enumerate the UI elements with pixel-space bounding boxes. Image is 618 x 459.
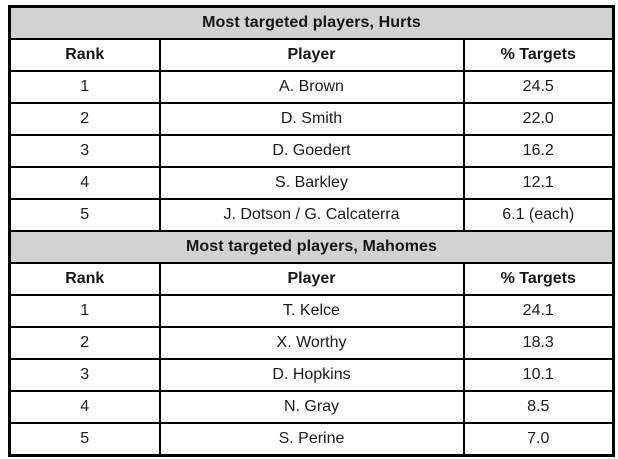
mahomes-section: Most targeted players, Mahomes Rank Play… — [8, 230, 615, 457]
cell-pct-targets: 12.1 — [462, 166, 615, 200]
hurts-section: Most targeted players, Hurts Rank Player… — [8, 5, 615, 232]
mahomes-col-header-player: Player — [158, 262, 465, 296]
table-row: 1 A. Brown 24.5 — [8, 70, 615, 104]
table-row: 4 S. Barkley 12.1 — [8, 166, 615, 200]
cell-player: D. Smith — [158, 102, 465, 136]
cell-player: D. Hopkins — [158, 358, 465, 392]
hurts-col-header-rank: Rank — [8, 38, 161, 72]
hurts-col-header-player: Player — [158, 38, 465, 72]
cell-pct-targets: 10.1 — [462, 358, 615, 392]
cell-player: A. Brown — [158, 70, 465, 104]
cell-player: S. Perine — [158, 422, 465, 457]
mahomes-col-header-rank: Rank — [8, 262, 161, 296]
mahomes-title-row: Most targeted players, Mahomes — [8, 230, 615, 264]
table-row: 3 D. Hopkins 10.1 — [8, 358, 615, 392]
cell-pct-targets: 18.3 — [462, 326, 615, 360]
cell-rank: 4 — [8, 166, 161, 200]
cell-pct-targets: 22.0 — [462, 102, 615, 136]
table-row: 1 T. Kelce 24.1 — [8, 294, 615, 328]
hurts-table-title: Most targeted players, Hurts — [8, 5, 615, 40]
mahomes-table-title: Most targeted players, Mahomes — [8, 230, 615, 264]
table-row: 2 D. Smith 22.0 — [8, 102, 615, 136]
hurts-header-row: Rank Player % Targets — [8, 38, 615, 72]
mahomes-header-row: Rank Player % Targets — [8, 262, 615, 296]
cell-rank: 4 — [8, 390, 161, 424]
table-row: 3 D. Goedert 16.2 — [8, 134, 615, 168]
cell-player: N. Gray — [158, 390, 465, 424]
hurts-col-header-pct-targets: % Targets — [462, 38, 615, 72]
mahomes-col-header-pct-targets: % Targets — [462, 262, 615, 296]
table-row: 5 S. Perine 7.0 — [8, 422, 615, 457]
cell-rank: 2 — [8, 326, 161, 360]
cell-pct-targets: 24.1 — [462, 294, 615, 328]
hurts-title-row: Most targeted players, Hurts — [8, 5, 615, 40]
cell-pct-targets: 6.1 (each) — [462, 198, 615, 232]
cell-pct-targets: 7.0 — [462, 422, 615, 457]
table-row: 4 N. Gray 8.5 — [8, 390, 615, 424]
cell-player: J. Dotson / G. Calcaterra — [158, 198, 465, 232]
table-row: 2 X. Worthy 18.3 — [8, 326, 615, 360]
cell-rank: 2 — [8, 102, 161, 136]
cell-rank: 5 — [8, 422, 161, 457]
cell-rank: 5 — [8, 198, 161, 232]
cell-player: T. Kelce — [158, 294, 465, 328]
cell-rank: 1 — [8, 70, 161, 104]
cell-rank: 1 — [8, 294, 161, 328]
cell-pct-targets: 8.5 — [462, 390, 615, 424]
cell-rank: 3 — [8, 358, 161, 392]
table-row: 5 J. Dotson / G. Calcaterra 6.1 (each) — [8, 198, 615, 232]
cell-rank: 3 — [8, 134, 161, 168]
cell-player: X. Worthy — [158, 326, 465, 360]
cell-player: D. Goedert — [158, 134, 465, 168]
cell-pct-targets: 16.2 — [462, 134, 615, 168]
cell-player: S. Barkley — [158, 166, 465, 200]
cell-pct-targets: 24.5 — [462, 70, 615, 104]
targets-table: Most targeted players, Hurts Rank Player… — [8, 5, 615, 457]
